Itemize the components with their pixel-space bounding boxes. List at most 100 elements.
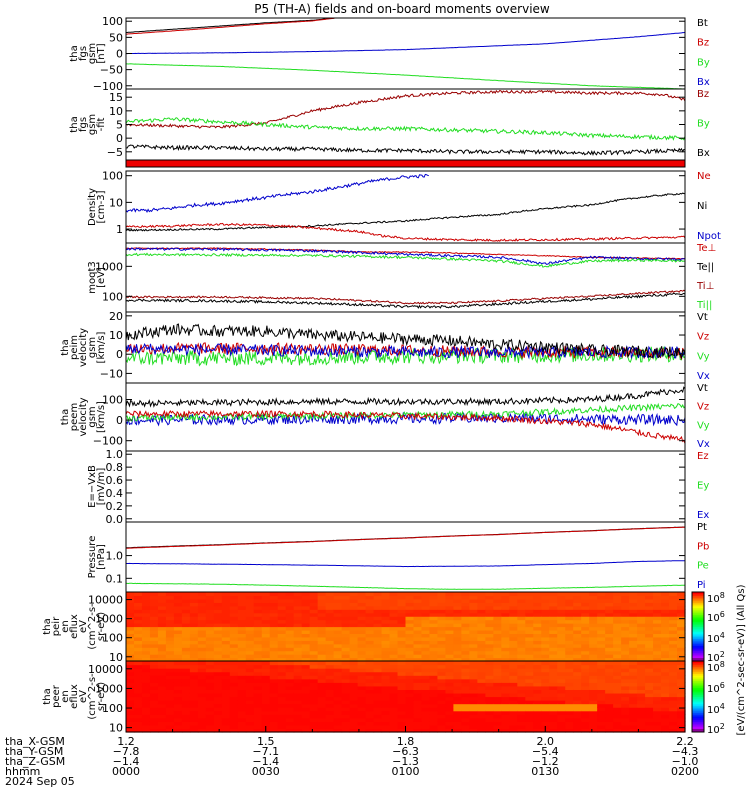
- spectrogram-cell: [493, 654, 502, 659]
- spectrogram-cell: [213, 692, 223, 698]
- spectrogram-cell: [373, 717, 383, 722]
- spectrogram-cell: [149, 678, 159, 683]
- spectrogram-cell: [461, 598, 470, 603]
- spectrogram-cell: [397, 710, 407, 715]
- spectrogram-cell: [541, 616, 550, 621]
- x-tick-label: 0200: [671, 765, 699, 778]
- spectrogram-cell: [181, 703, 191, 708]
- spectrogram-cell: [157, 654, 167, 659]
- spectrogram-cell: [277, 682, 287, 687]
- spectrogram-cell: [173, 689, 183, 694]
- spectrogram-cell: [637, 700, 646, 705]
- spectrogram-cell: [293, 724, 303, 730]
- spectrogram-cell: [533, 661, 542, 666]
- spectrogram-cell: [157, 671, 167, 676]
- spectrogram-cell: [597, 696, 606, 701]
- spectrogram-cell: [269, 640, 279, 645]
- spectrogram-cell: [477, 668, 486, 673]
- spectrogram-cell: [285, 602, 295, 607]
- x-row-label: 2024 Sep 05: [5, 775, 75, 788]
- spectrogram-cell: [381, 598, 391, 603]
- spectrogram-cell: [445, 728, 455, 733]
- spectrogram-cell: [669, 616, 678, 621]
- spectrogram-cell: [501, 636, 510, 641]
- spectrogram-cell: [565, 592, 574, 597]
- spectrogram-cell: [413, 629, 423, 634]
- spectrogram-cell: [381, 664, 391, 669]
- spectrogram-cell: [677, 598, 686, 603]
- spectrogram-cell: [565, 619, 574, 624]
- spectrogram-cell: [493, 629, 502, 634]
- spectrogram-cell: [165, 640, 175, 645]
- spectrogram-cell: [189, 629, 199, 634]
- spectrogram-cell: [349, 675, 359, 680]
- spectrogram-cell: [557, 598, 566, 603]
- spectrogram-cell: [597, 633, 606, 638]
- spectrogram-cell: [245, 692, 255, 698]
- spectrogram-cell: [429, 609, 439, 614]
- spectrogram-cell: [181, 647, 191, 652]
- spectrogram-cell: [533, 595, 542, 600]
- spectrogram-cell: [237, 626, 247, 631]
- spectrogram-cell: [277, 700, 287, 705]
- spectrogram-cell: [405, 654, 415, 659]
- spectrogram-cell: [157, 612, 167, 617]
- spectrogram-cell: [149, 675, 159, 680]
- legend-entry: Pi: [697, 580, 706, 591]
- spectrogram-cell: [189, 650, 199, 655]
- spectrogram-cell: [373, 636, 383, 641]
- spectrogram-cell: [229, 724, 239, 730]
- spectrogram-cell: [237, 654, 247, 659]
- spectrogram-cell: [229, 671, 239, 676]
- y-axis-label: thapeerenefluxeV(cm^2-s-sr-eV): [42, 673, 107, 720]
- spectrogram-cell: [197, 633, 207, 638]
- spectrogram-cell: [269, 623, 279, 628]
- spectrogram-cell: [357, 629, 367, 634]
- spectrogram-cell: [309, 595, 319, 600]
- spectrogram-cell: [149, 647, 159, 652]
- spectrogram-cell: [493, 619, 502, 624]
- spectrogram-cell: [293, 678, 303, 683]
- spectrogram-cell: [141, 692, 151, 698]
- spectrogram-cell: [221, 728, 231, 733]
- spectrogram-cell: [573, 724, 582, 730]
- spectrogram-cell: [397, 633, 407, 638]
- spectrogram-cell: [381, 595, 391, 600]
- spectrogram-cell: [509, 707, 518, 712]
- spectrogram-cell: [317, 668, 327, 673]
- spectrogram-cell: [157, 647, 167, 652]
- spectrogram-cell: [501, 643, 510, 648]
- spectrogram-cell: [261, 657, 271, 662]
- spectrogram-cell: [277, 633, 287, 638]
- spectrogram-cell: [301, 609, 311, 614]
- spectrogram-cell: [517, 675, 526, 680]
- spectrogram-cell: [565, 654, 574, 659]
- spectrogram-cell: [533, 643, 542, 648]
- spectrogram-cell: [573, 592, 582, 597]
- spectrogram-cell: [525, 700, 534, 705]
- spectrogram-cell: [301, 724, 311, 730]
- spectrogram-cell: [173, 595, 183, 600]
- spectrogram-cell: [157, 640, 167, 645]
- spectrogram-cell: [261, 609, 271, 614]
- spectrogram-cell: [126, 619, 135, 624]
- spectrogram-cell: [173, 661, 183, 666]
- spectrogram-cell: [509, 650, 518, 655]
- spectrogram-cell: [605, 728, 614, 733]
- spectrogram-cell: [493, 626, 502, 631]
- spectrogram-cell: [341, 595, 351, 600]
- spectrogram-cell: [325, 657, 335, 662]
- spectrogram-cell: [629, 689, 638, 694]
- colorbar-lower-step: [692, 661, 704, 664]
- spectrogram-cell: [637, 689, 646, 694]
- spectrogram-cell: [653, 657, 662, 662]
- y-tick-label: 10: [109, 722, 123, 735]
- spectrogram-cell: [549, 654, 558, 659]
- spectrogram-cell: [549, 598, 558, 603]
- spectrogram-cell: [565, 636, 574, 641]
- spectrogram-cell: [173, 678, 183, 683]
- spectrogram-cell: [629, 623, 638, 628]
- spectrogram-cell: [541, 664, 550, 669]
- colorbar-lower-step: [692, 680, 704, 683]
